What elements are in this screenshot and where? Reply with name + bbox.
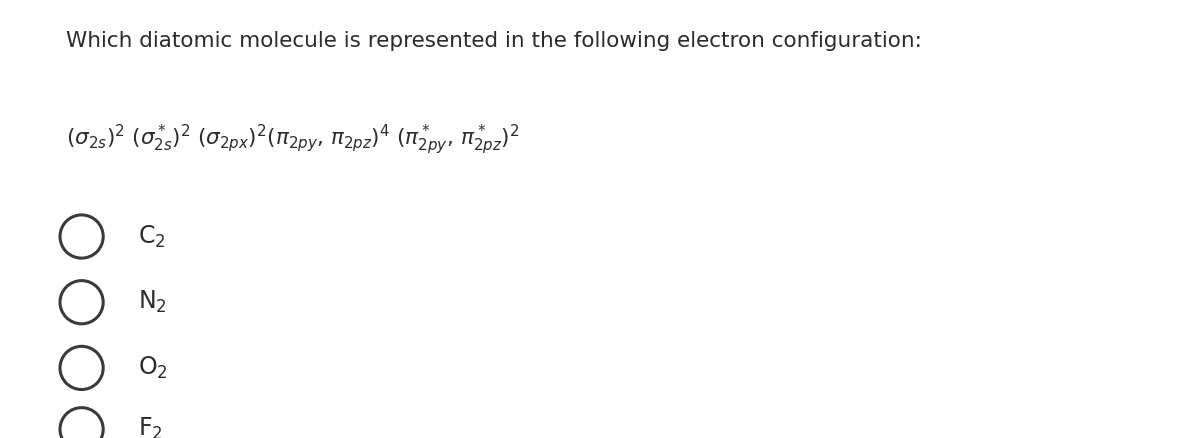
Text: ($\sigma_{2s}$)$^2$ ($\sigma^*_{2s}$)$^2$ ($\sigma_{2px}$)$^2$($\pi_{2py}$, $\pi: ($\sigma_{2s}$)$^2$ ($\sigma^*_{2s}$)$^2… bbox=[66, 123, 520, 157]
Text: Which diatomic molecule is represented in the following electron configuration:: Which diatomic molecule is represented i… bbox=[66, 31, 922, 51]
Text: O$_2$: O$_2$ bbox=[138, 355, 168, 381]
Text: F$_2$: F$_2$ bbox=[138, 416, 163, 438]
Text: N$_2$: N$_2$ bbox=[138, 289, 167, 315]
Text: C$_2$: C$_2$ bbox=[138, 223, 166, 250]
